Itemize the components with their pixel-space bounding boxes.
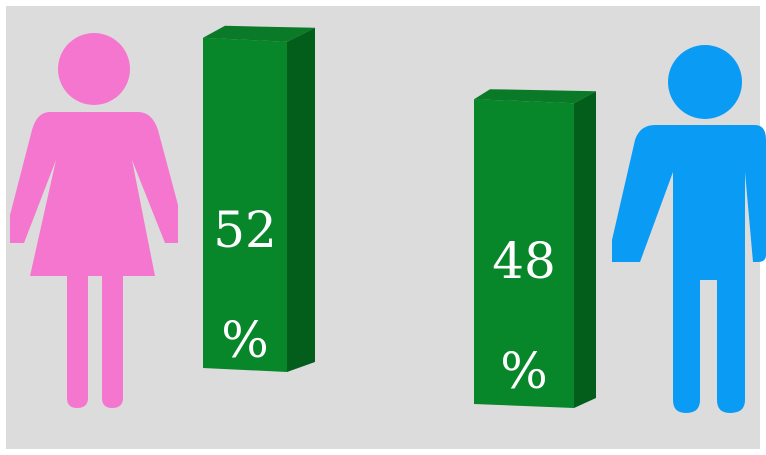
bar-unit-male: % (500, 342, 548, 401)
bar-top-female (203, 25, 315, 42)
bar-value-female: 52 (213, 200, 277, 259)
bar-front-male (474, 99, 574, 408)
bar-top-male (474, 89, 596, 104)
bar-side-male (574, 91, 596, 408)
bar-side-female (287, 27, 315, 373)
male-figure-icon (612, 45, 766, 413)
bars-group (203, 25, 596, 408)
bar-label-female: 52 % (203, 148, 287, 368)
bar-label-male: 48 % (474, 179, 574, 399)
bar-front-female (203, 37, 287, 373)
female-figure-icon (10, 33, 178, 408)
bar-value-male: 48 (492, 232, 556, 291)
bar-unit-female: % (221, 310, 269, 369)
